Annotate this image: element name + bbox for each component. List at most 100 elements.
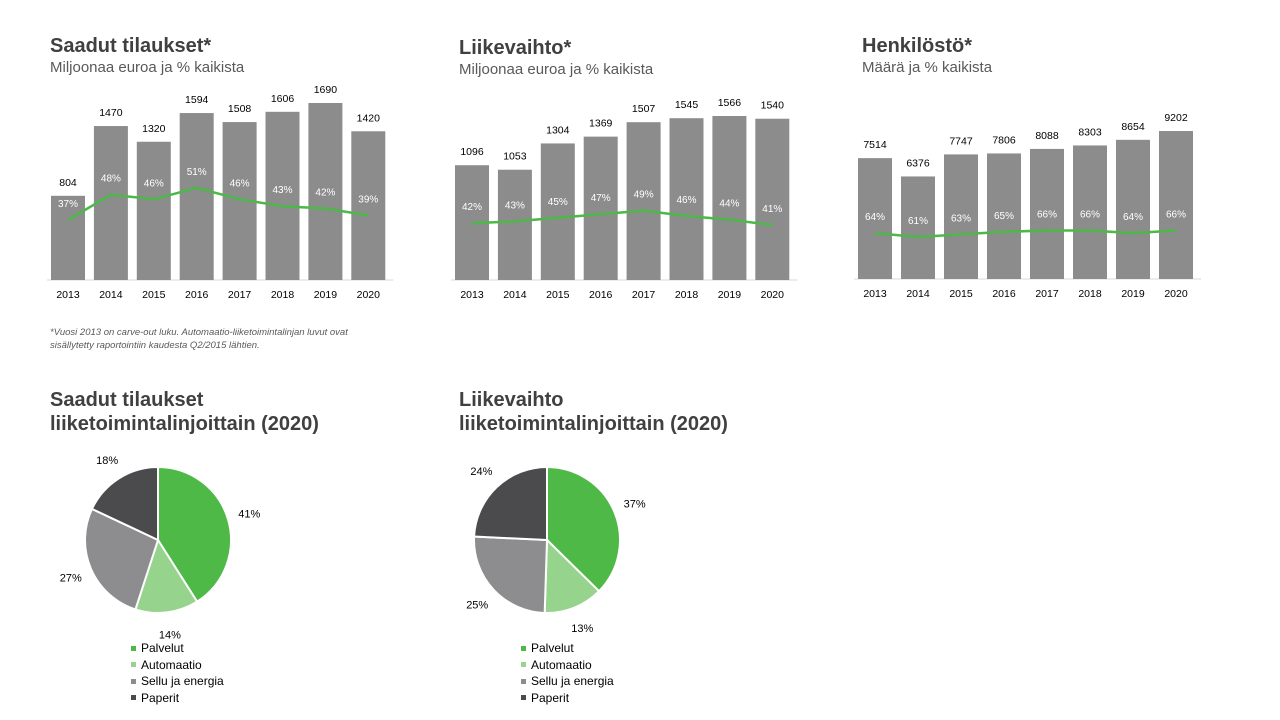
percentage-label: 46% xyxy=(230,178,250,189)
percentage-label: 46% xyxy=(676,195,696,206)
x-tick-label: 2017 xyxy=(228,289,252,301)
bar-value-label: 1470 xyxy=(99,107,123,119)
bar xyxy=(136,141,171,280)
orders-pie-legend: Palvelut Automaatio Sellu ja energia Paperi… xyxy=(131,640,224,706)
percentage-label: 41% xyxy=(762,204,782,215)
chart-subtitle: Miljoonaa euroa ja % kaikista xyxy=(459,61,654,78)
bar xyxy=(858,158,892,279)
bar xyxy=(755,118,790,280)
bar xyxy=(987,153,1021,279)
pie-slice xyxy=(84,507,160,611)
x-tick-label: 2016 xyxy=(992,288,1016,300)
bar-value-label: 1420 xyxy=(357,112,381,124)
bar xyxy=(265,111,300,280)
footnote: *Vuosi 2013 on carve-out luku. Automaati… xyxy=(50,327,348,351)
legend-label: Palvelut xyxy=(531,641,574,655)
legend-label: Sellu ja energia xyxy=(141,674,224,688)
bar xyxy=(669,118,704,280)
x-tick-label: 2018 xyxy=(675,289,699,301)
legend-swatch xyxy=(521,695,526,701)
bar-value-label: 1320 xyxy=(142,123,166,135)
legend-item: Sellu ja energia xyxy=(131,673,224,690)
bar xyxy=(1073,145,1107,279)
bar-value-label: 1690 xyxy=(314,84,338,96)
chart-title: Liikevaihto* xyxy=(459,37,572,59)
bar xyxy=(583,136,618,280)
legend-item: Sellu ja energia xyxy=(521,673,614,690)
pie-slice xyxy=(546,465,621,593)
x-tick-label: 2015 xyxy=(142,289,166,301)
bar xyxy=(944,154,978,279)
bar xyxy=(179,113,214,280)
bar-value-label: 8303 xyxy=(1078,126,1102,138)
percentage-label: 63% xyxy=(951,213,971,224)
pie-slice xyxy=(473,535,549,614)
legend-label: Palvelut xyxy=(141,641,184,655)
x-tick-label: 2017 xyxy=(632,289,656,301)
x-tick-label: 2014 xyxy=(99,289,123,301)
percentage-label: 39% xyxy=(358,194,378,205)
bar-value-label: 8654 xyxy=(1121,121,1145,133)
revenue-chart-header: Liikevaihto* Miljoonaa euroa ja % kaikis… xyxy=(459,36,653,79)
pie-slice xyxy=(543,537,601,614)
pie-title-line2: liiketoimintalinjoittain (2020) xyxy=(459,413,728,435)
pie-slice xyxy=(90,465,159,542)
percentage-label: 46% xyxy=(144,178,164,189)
bar xyxy=(308,103,343,280)
legend-label: Paperit xyxy=(531,690,570,705)
bar xyxy=(540,143,575,280)
percentage-label: 65% xyxy=(994,211,1014,222)
legend-swatch xyxy=(131,695,136,701)
x-tick-label: 2013 xyxy=(460,289,484,301)
bar-value-label: 8088 xyxy=(1035,130,1059,142)
x-tick-label: 2016 xyxy=(589,289,613,301)
bar-value-label: 1594 xyxy=(185,94,209,106)
percentage-label: 43% xyxy=(505,200,525,211)
bar-value-label: 7747 xyxy=(949,135,973,147)
x-tick-label: 2014 xyxy=(503,289,527,301)
x-tick-label: 2018 xyxy=(1078,288,1102,300)
legend-label: Sellu ja energia xyxy=(531,674,614,688)
legend-item: Automaatio xyxy=(521,657,614,674)
bar xyxy=(51,195,85,280)
percentage-label: 51% xyxy=(187,167,207,178)
x-tick-label: 2016 xyxy=(185,289,209,301)
bar xyxy=(93,126,128,281)
percentage-label: 64% xyxy=(865,212,885,223)
chart-subtitle: Miljoonaa euroa ja % kaikista xyxy=(50,59,245,76)
bar-value-label: 1369 xyxy=(589,118,613,130)
x-tick-label: 2015 xyxy=(546,289,570,301)
x-tick-label: 2020 xyxy=(1164,288,1188,300)
bar-value-label: 1096 xyxy=(460,146,484,158)
bar-value-label: 1540 xyxy=(761,100,785,112)
pie-title-line1: Liikevaihto xyxy=(459,389,564,411)
percentage-line xyxy=(67,186,369,222)
pie-slice-label: 13% xyxy=(571,623,593,635)
percentage-label: 49% xyxy=(634,190,654,201)
pie-slice-label: 37% xyxy=(624,498,646,510)
percentage-line xyxy=(874,229,1177,239)
x-tick-label: 2019 xyxy=(718,289,742,301)
bar-value-label: 1566 xyxy=(718,97,742,109)
bar xyxy=(626,122,661,280)
bar-value-label: 1304 xyxy=(546,124,570,136)
legend-swatch xyxy=(131,662,136,668)
percentage-label: 43% xyxy=(272,185,292,196)
bar xyxy=(1159,131,1193,279)
x-tick-label: 2013 xyxy=(56,289,80,301)
legend-label: Automaatio xyxy=(531,657,592,672)
orders-chart-header: Saadut tilaukset* Miljoonaa euroa ja % k… xyxy=(50,34,244,77)
bar-value-label: 7514 xyxy=(863,139,887,151)
chart-title: Henkilöstö* xyxy=(862,35,973,57)
bar-value-label: 1545 xyxy=(675,99,699,111)
legend-swatch xyxy=(131,645,136,651)
percentage-label: 48% xyxy=(101,174,121,185)
legend-item: Paperit xyxy=(131,690,224,707)
bar xyxy=(351,131,386,280)
pie-slice-label: 14% xyxy=(159,629,181,641)
bar xyxy=(712,116,747,280)
legend-label: Paperit xyxy=(141,690,180,705)
